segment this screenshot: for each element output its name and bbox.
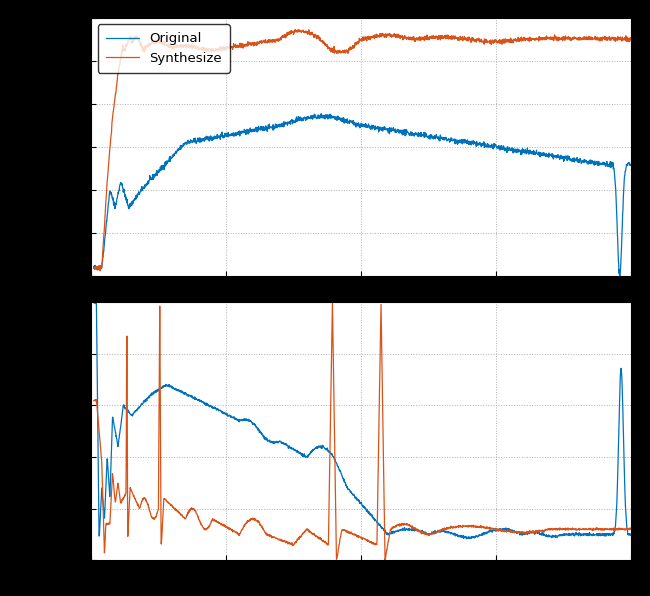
Original: [611, 178, 619, 185]
Original: [317, 110, 325, 117]
Synthesize: [612, 38, 619, 45]
Original: [513, 147, 521, 154]
Synthesize: [90, 265, 97, 272]
Original: [117, 179, 125, 187]
Synthesize: [352, 40, 359, 47]
Original: [616, 272, 623, 280]
Synthesize: [513, 38, 521, 45]
Synthesize: [337, 48, 345, 55]
Original: [90, 263, 97, 271]
Original: [351, 121, 359, 128]
Synthesize: [118, 50, 125, 57]
Original: [627, 162, 634, 169]
Original: [337, 114, 344, 122]
Legend: Original, Synthesize: Original, Synthesize: [98, 24, 229, 73]
Synthesize: [291, 26, 299, 33]
Synthesize: [611, 36, 619, 43]
Synthesize: [96, 267, 104, 274]
Synthesize: [627, 35, 634, 42]
Line: Original: Original: [94, 114, 630, 276]
Line: Synthesize: Synthesize: [94, 30, 630, 271]
Original: [611, 175, 619, 182]
